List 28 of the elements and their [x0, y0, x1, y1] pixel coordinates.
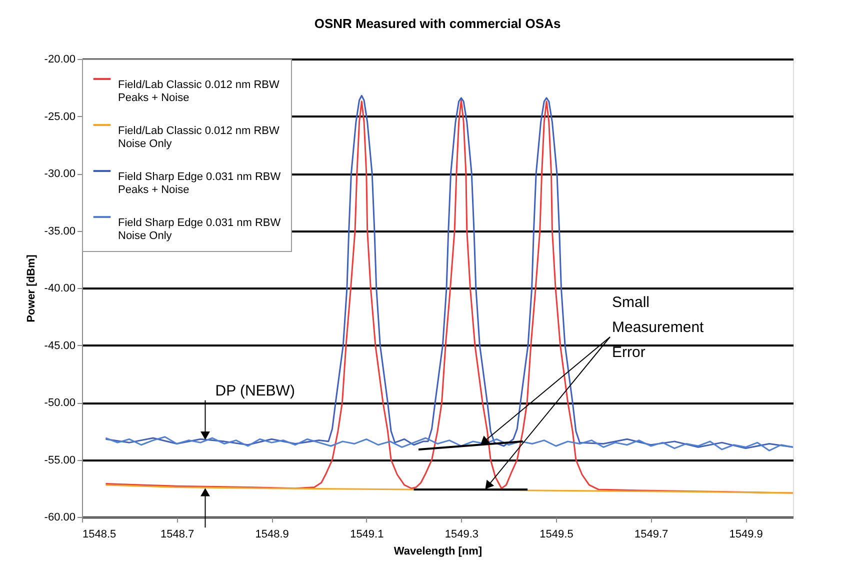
x-tick-label: 1549.7	[634, 528, 668, 540]
legend-label: Field/Lab Classic 0.012 nm RBW Noise Only	[118, 125, 280, 150]
x-tick-label: 1548.9	[255, 528, 289, 540]
y-tick-label: -55.00	[44, 454, 76, 466]
y-tick-label: -45.00	[44, 340, 76, 352]
y-tick-label: -60.00	[44, 512, 76, 524]
annotation: Small Measurement Error	[612, 294, 705, 361]
y-tick-label: -30.00	[44, 168, 76, 180]
x-tick-label: 1549.9	[729, 528, 763, 540]
legend-label: Field/Lab Classic 0.012 nm RBW Peaks + Noise	[118, 79, 280, 104]
x-tick-label: 1548.5	[82, 528, 116, 540]
y-tick-label: -20.00	[44, 54, 76, 66]
y-tick-label: -35.00	[44, 225, 76, 238]
chart-title: OSNR Measured with commercial OSAs	[314, 16, 561, 31]
line-series	[104, 484, 793, 494]
x-tick-label: 1549.3	[444, 528, 479, 540]
y-tick-label: -25.00	[44, 110, 76, 123]
x-tick-label: 1549.5	[540, 528, 574, 540]
legend-label: Field Sharp Edge 0.031 nm RBW Peaks + Noise	[118, 171, 282, 196]
y-tick-label: -40.00	[44, 282, 76, 294]
y-axis-title: Power [dBm]	[25, 254, 38, 322]
annotation: DP (NEBW)	[215, 382, 295, 400]
x-tick-label: 1548.7	[160, 528, 194, 540]
y-tick-label: -50.00	[44, 397, 76, 409]
line-series	[104, 436, 793, 452]
legend-label: Field Sharp Edge 0.031 nm RBW Noise Only	[118, 217, 282, 242]
x-tick-label: 1549.1	[350, 528, 384, 540]
x-axis-title: Wavelength [nm]	[394, 546, 482, 558]
